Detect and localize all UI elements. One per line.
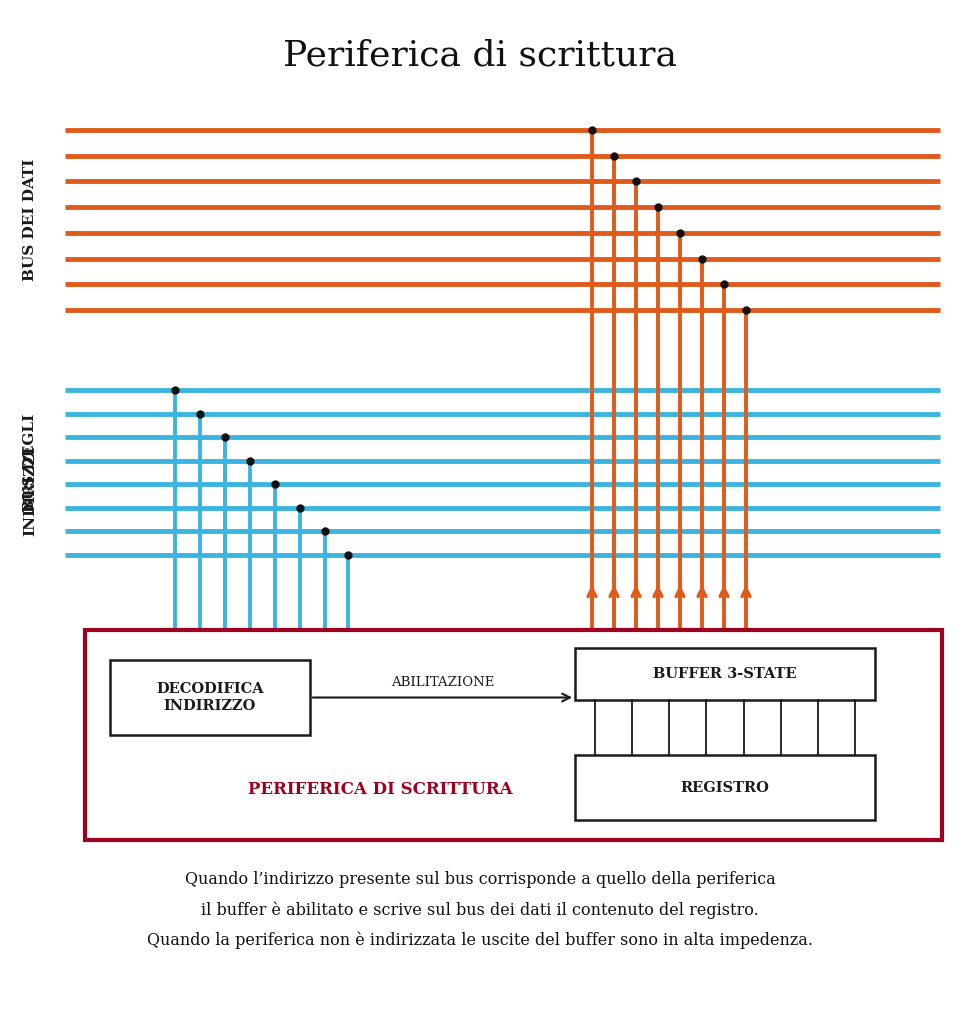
Bar (575, 648, 875, 700)
Text: ABILITAZIONE: ABILITAZIONE (391, 677, 494, 689)
Text: DECODIFICA
INDIRIZZO: DECODIFICA INDIRIZZO (156, 682, 264, 713)
Text: BUS DEGLI: BUS DEGLI (23, 414, 37, 511)
Text: Quando la periferica non è indirizzata le uscite del buffer sono in alta impeden: Quando la periferica non è indirizzata l… (147, 931, 813, 949)
Bar (110, 660, 310, 735)
Text: Periferica di scrittura: Periferica di scrittura (283, 38, 677, 72)
Text: Quando l’indirizzo presente sul bus corrisponde a quello della periferica: Quando l’indirizzo presente sul bus corr… (184, 872, 776, 888)
Text: INDIRIZZI: INDIRIZZI (23, 446, 37, 536)
Bar (575, 755, 875, 820)
Bar (85, 630, 942, 840)
Text: il buffer è abilitato e scrive sul bus dei dati il contenuto del registro.: il buffer è abilitato e scrive sul bus d… (202, 902, 758, 919)
Text: REGISTRO: REGISTRO (681, 781, 769, 795)
Text: PERIFERICA DI SCRITTURA: PERIFERICA DI SCRITTURA (248, 782, 513, 799)
Text: BUFFER 3-STATE: BUFFER 3-STATE (653, 667, 797, 681)
Text: BUS DEI DATI: BUS DEI DATI (23, 159, 37, 281)
